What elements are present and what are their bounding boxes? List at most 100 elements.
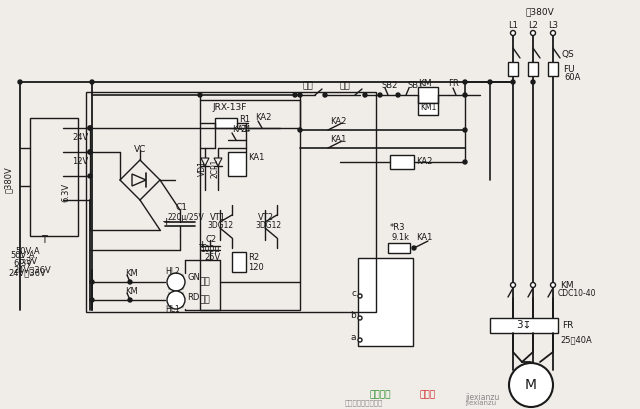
Text: b: b [350,312,356,321]
Circle shape [90,298,94,302]
Circle shape [167,273,185,291]
Circle shape [90,80,94,84]
Circle shape [198,93,202,97]
Text: C1: C1 [175,204,187,213]
Text: 电路图: 电路图 [420,391,436,400]
Text: 3DG12: 3DG12 [207,222,233,231]
Bar [200,100,300,310]
Text: SB2: SB2 [382,81,398,90]
Circle shape [323,93,327,97]
Circle shape [463,93,467,97]
Text: jiexianzu: jiexianzu [465,393,499,402]
Text: 自动: 自动 [303,81,314,90]
Text: 12V: 12V [72,157,88,166]
Text: R2: R2 [248,254,259,263]
Circle shape [90,280,94,284]
Text: M: M [525,378,537,392]
Text: R1: R1 [239,115,250,124]
Text: T: T [41,235,47,245]
Text: FR: FR [448,79,459,88]
Circle shape [88,126,92,130]
Text: 50V·A: 50V·A [15,247,40,256]
Text: VT2: VT2 [258,213,274,222]
Text: 6.3V: 6.3V [61,182,70,202]
Text: FR: FR [562,321,573,330]
Text: KA2: KA2 [416,157,433,166]
Bar [215,118,237,128]
Circle shape [463,160,467,164]
Text: ～380V: ～380V [3,166,13,193]
Text: KA1: KA1 [232,124,248,133]
Bar [30,118,78,236]
Circle shape [488,80,492,84]
Bar [548,62,558,76]
Circle shape [88,150,92,154]
Text: KA1: KA1 [248,153,264,162]
Circle shape [412,246,416,250]
Circle shape [550,31,556,36]
Text: 220μ/25V: 220μ/25V [168,213,205,222]
Polygon shape [214,158,222,166]
Text: VT1: VT1 [210,213,226,222]
Text: KA1: KA1 [416,232,433,241]
Text: KA2: KA2 [330,117,346,126]
Text: 120: 120 [248,263,264,272]
Text: C2: C2 [206,236,217,245]
Circle shape [511,80,515,84]
Text: KM: KM [125,268,138,277]
Circle shape [128,280,132,284]
Text: VD1: VD1 [198,160,207,176]
Text: KM1: KM1 [420,103,436,112]
Bar [390,155,414,169]
Text: 手动: 手动 [340,81,350,90]
Circle shape [531,283,536,288]
Text: RD: RD [187,292,200,301]
Text: 2CP1: 2CP1 [211,158,220,178]
Bar [232,252,246,272]
Text: 24V、36V: 24V、36V [13,265,51,274]
Circle shape [396,93,400,97]
Bar [388,243,410,253]
Bar [528,62,538,76]
Text: 6.3V: 6.3V [13,259,32,268]
Text: L3: L3 [548,22,558,31]
Circle shape [463,128,467,132]
Text: 运行: 运行 [200,277,211,286]
Circle shape [88,126,92,130]
Text: KM: KM [125,286,138,295]
Bar [358,258,413,346]
Text: +: + [198,240,207,250]
Circle shape [550,283,556,288]
Text: 100μ: 100μ [200,245,220,254]
Circle shape [167,291,185,309]
Text: jiexianzu: jiexianzu [465,400,496,406]
Text: c: c [351,290,356,299]
Text: 24: 24 [240,124,250,133]
Text: HL1: HL1 [165,306,180,315]
Circle shape [531,80,535,84]
Bar [418,103,438,115]
Text: KM: KM [418,79,431,88]
Bar [490,318,558,333]
Text: 6.3V: 6.3V [18,256,37,265]
Text: 3↧: 3↧ [516,320,532,330]
Circle shape [298,128,302,132]
Circle shape [358,294,362,298]
Circle shape [511,31,515,36]
Text: 头条优质: 头条优质 [370,391,392,400]
Circle shape [128,298,132,302]
Text: 9.1k: 9.1k [392,232,410,241]
Circle shape [363,93,367,97]
Text: 停止: 停止 [200,295,211,304]
Circle shape [463,80,467,84]
Text: 3DG12: 3DG12 [255,222,281,231]
Text: ～380V: ～380V [525,7,554,16]
Bar [418,87,438,103]
Polygon shape [132,174,146,186]
Circle shape [88,174,92,178]
Text: *R3: *R3 [390,223,406,232]
Circle shape [358,316,362,320]
Bar [86,92,376,312]
Text: 24V: 24V [72,133,88,142]
Text: 25V: 25V [204,254,220,263]
